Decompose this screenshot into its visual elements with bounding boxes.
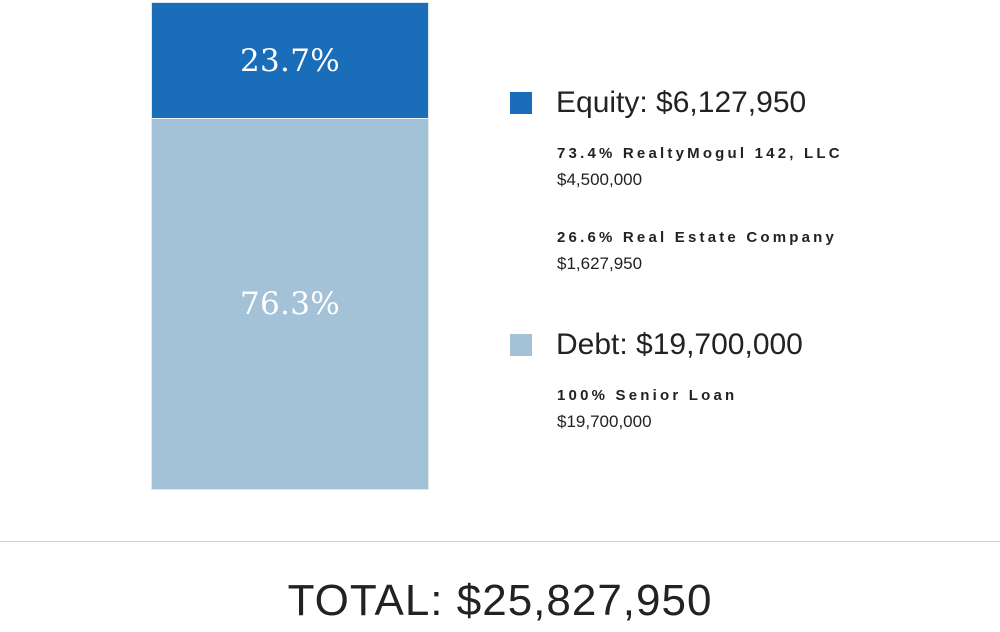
breakdown-name: 26.6% Real Estate Company <box>557 229 838 246</box>
debt-legend-title: Debt: $19,700,000 <box>556 328 803 361</box>
debt-swatch-icon <box>510 334 532 356</box>
debt-bar-segment: 76.3% <box>152 118 428 489</box>
equity-breakdown-item: 26.6% Real Estate Company $1,627,950 <box>557 229 837 274</box>
debt-percent-label: 76.3% <box>240 286 340 322</box>
equity-percent-label: 23.7% <box>240 42 340 79</box>
breakdown-amount: $4,500,000 <box>557 170 643 189</box>
legend-equity: Equity: $6,127,950 <box>510 86 806 120</box>
equity-legend-title: Equity: $6,127,950 <box>556 86 807 119</box>
breakdown-amount: $19,700,000 <box>557 412 652 431</box>
breakdown-name: 100% Senior Loan <box>557 387 738 404</box>
breakdown-amount: $1,627,950 <box>557 254 643 273</box>
divider <box>0 541 1000 542</box>
legend-debt: Debt: $19,700,000 <box>510 328 803 362</box>
breakdown-name: 73.4% RealtyMogul 142, LLC <box>557 145 843 162</box>
equity-breakdown-item: 73.4% RealtyMogul 142, LLC $4,500,000 <box>557 145 843 190</box>
debt-breakdown-item: 100% Senior Loan $19,700,000 <box>557 387 737 432</box>
equity-bar-segment: 23.7% <box>152 3 428 118</box>
total-label: TOTAL: $25,827,950 <box>287 576 713 625</box>
stacked-bar: 23.7% 76.3% <box>151 2 429 490</box>
equity-swatch-icon <box>510 92 532 114</box>
